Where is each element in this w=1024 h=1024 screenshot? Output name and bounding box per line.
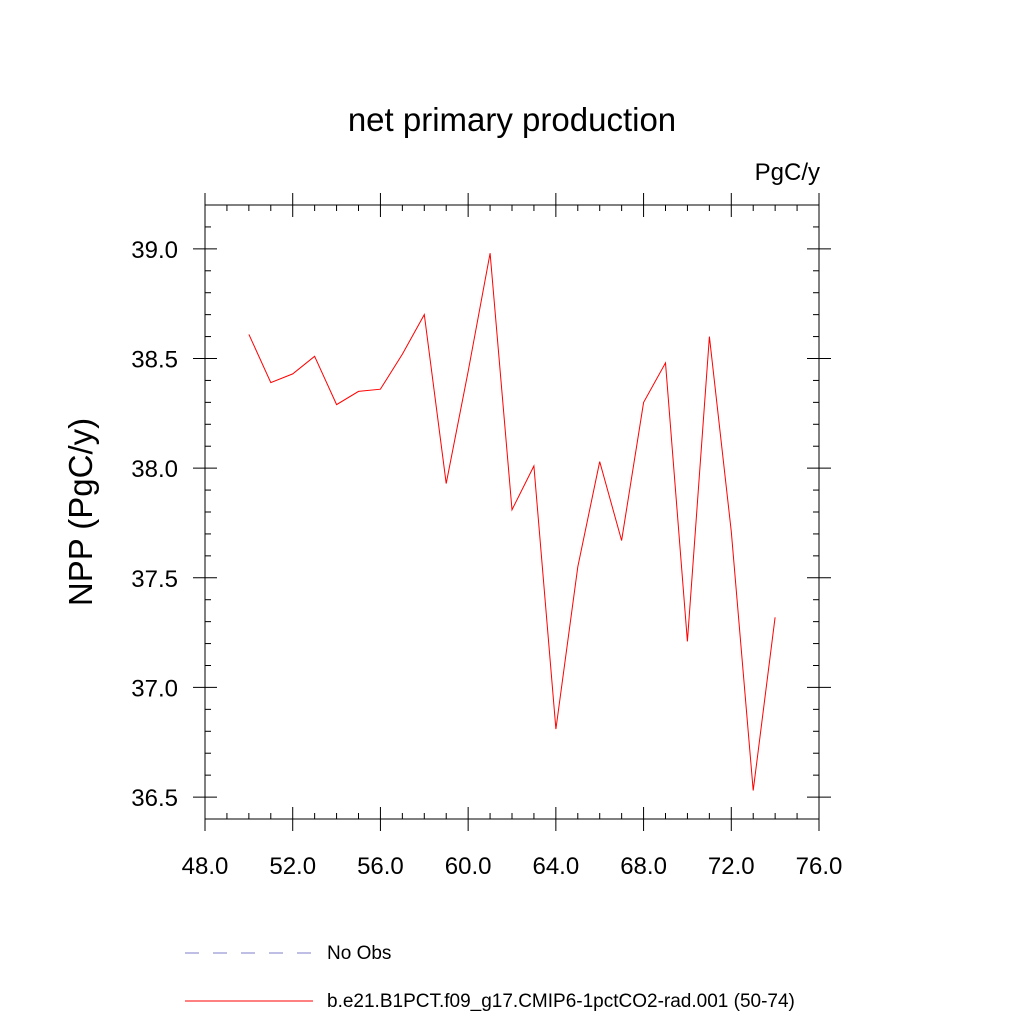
y-tick-label: 37.5 (131, 566, 178, 593)
x-tick-label: 68.0 (620, 853, 667, 880)
x-tick-label: 72.0 (708, 853, 755, 880)
series-group (248, 253, 776, 791)
y-tick-label: 38.5 (131, 347, 178, 374)
legend: No Obs b.e21.B1PCT.f09_g17.CMIP6-1pctCO2… (185, 943, 795, 1012)
x-tick-label: 64.0 (532, 853, 579, 880)
y-tick-label: 37.0 (131, 675, 178, 702)
x-tick-label: 76.0 (796, 853, 843, 880)
x-tick-label: 60.0 (445, 853, 492, 880)
x-tick-label: 52.0 (269, 853, 316, 880)
y-tick-label: 38.0 (131, 456, 178, 483)
y-tick-label: 36.5 (131, 785, 178, 812)
chart-title: net primary production (348, 101, 676, 138)
series-line-npp (248, 253, 776, 791)
y-tick-labels: 36.5 37.0 37.5 38.0 38.5 39.0 (131, 237, 178, 812)
x-tick-label: 56.0 (357, 853, 404, 880)
legend-label-no-obs: No Obs (327, 943, 391, 964)
legend-label-model: b.e21.B1PCT.f09_g17.CMIP6-1pctCO2-rad.00… (327, 991, 795, 1012)
y-axis-label: NPP (PgC/y) (62, 418, 99, 606)
x-tick-label: 48.0 (182, 853, 229, 880)
x-tick-labels: 48.0 52.0 56.0 60.0 64.0 68.0 72.0 76.0 (182, 853, 843, 880)
axis-ticks (193, 193, 831, 831)
units-label: PgC/y (755, 159, 820, 186)
y-tick-label: 39.0 (131, 237, 178, 264)
plot-frame (204, 204, 820, 820)
